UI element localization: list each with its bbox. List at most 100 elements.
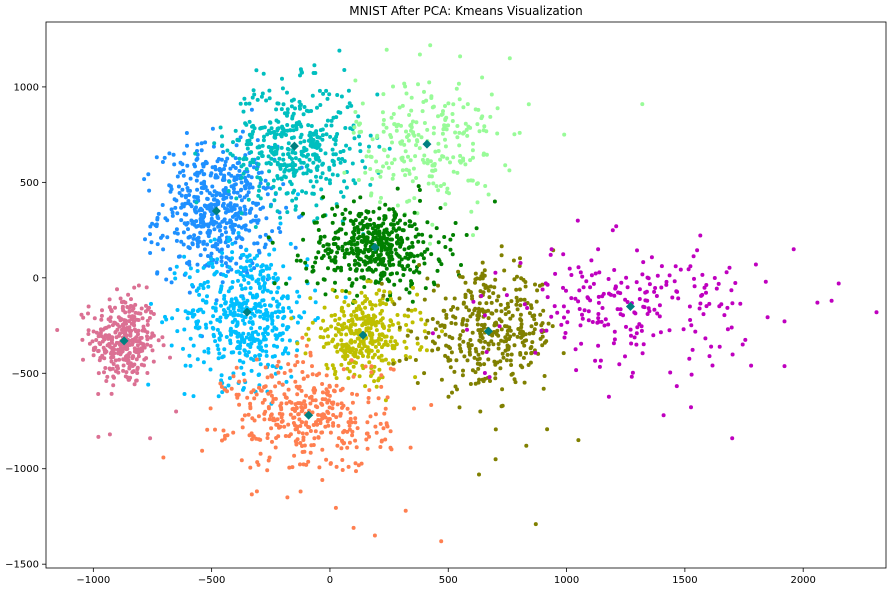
data-point — [495, 106, 500, 111]
data-point — [331, 115, 336, 120]
data-point — [624, 324, 628, 329]
data-point — [546, 321, 551, 326]
data-point — [618, 307, 623, 312]
data-point — [258, 269, 263, 274]
data-point — [255, 97, 260, 102]
data-point — [276, 359, 281, 364]
data-point — [200, 298, 205, 303]
data-point — [640, 102, 645, 107]
data-point — [144, 303, 148, 308]
data-point — [391, 207, 395, 212]
data-point — [505, 337, 510, 342]
data-point — [689, 405, 693, 410]
data-point — [378, 174, 383, 179]
data-point — [231, 374, 236, 379]
data-point — [175, 174, 180, 179]
data-point — [345, 366, 350, 371]
data-point — [446, 394, 451, 399]
data-point — [262, 384, 267, 389]
data-point — [270, 439, 274, 444]
data-point — [367, 434, 372, 439]
data-point — [274, 107, 279, 112]
data-point — [340, 405, 344, 410]
data-point — [182, 327, 187, 332]
data-point — [369, 364, 374, 369]
data-point — [529, 303, 533, 308]
data-point — [258, 451, 263, 456]
data-point — [256, 171, 261, 175]
data-point — [504, 293, 509, 298]
data-point — [377, 332, 382, 337]
data-point — [214, 202, 219, 207]
data-point — [690, 347, 695, 352]
data-point — [99, 334, 104, 339]
data-point — [464, 233, 469, 237]
data-point — [106, 317, 111, 322]
data-point — [205, 206, 210, 211]
data-point — [431, 168, 436, 173]
data-point — [338, 347, 343, 352]
data-point — [443, 296, 448, 301]
data-point — [310, 364, 314, 369]
data-point — [262, 281, 267, 286]
data-point — [258, 314, 263, 319]
data-point — [409, 308, 414, 313]
data-point — [508, 358, 513, 363]
data-point — [596, 316, 601, 321]
data-point — [135, 367, 140, 372]
data-point — [303, 260, 308, 265]
data-point — [314, 203, 319, 208]
data-point — [266, 182, 271, 187]
data-point — [291, 111, 296, 116]
data-point — [168, 267, 173, 272]
data-point — [518, 329, 523, 334]
data-point — [155, 242, 160, 247]
data-point — [340, 244, 345, 249]
data-point — [485, 285, 490, 290]
data-point — [190, 283, 195, 287]
data-point — [255, 263, 260, 268]
data-point — [448, 365, 453, 370]
data-point — [402, 247, 407, 252]
data-point — [409, 128, 413, 133]
data-point — [407, 171, 412, 176]
data-point — [509, 352, 514, 357]
data-point — [478, 331, 483, 336]
data-point — [182, 254, 187, 259]
data-point — [201, 265, 206, 270]
data-point — [219, 303, 223, 308]
data-point — [361, 315, 366, 320]
data-point — [598, 358, 603, 363]
data-point — [293, 204, 298, 209]
data-point — [422, 153, 427, 158]
data-point — [515, 334, 520, 339]
data-point — [534, 321, 539, 326]
data-point — [512, 132, 517, 137]
data-point — [420, 252, 424, 257]
data-point — [218, 228, 222, 233]
data-point — [263, 409, 268, 414]
data-point — [147, 316, 152, 320]
data-point — [203, 322, 208, 327]
data-point — [362, 285, 367, 289]
data-point — [336, 157, 341, 161]
data-point — [383, 398, 388, 403]
data-point — [464, 323, 469, 328]
data-point — [266, 235, 271, 240]
data-point — [228, 166, 233, 171]
data-point — [397, 105, 402, 110]
x-tick-label: −1000 — [76, 575, 110, 586]
data-point — [499, 327, 504, 332]
data-point — [174, 264, 179, 269]
data-point — [436, 257, 441, 262]
data-point — [395, 186, 400, 191]
data-point — [430, 348, 435, 353]
data-point — [203, 140, 208, 145]
data-point — [405, 236, 410, 241]
data-point — [578, 270, 583, 275]
data-point — [522, 297, 527, 302]
data-point — [285, 210, 290, 215]
data-point — [420, 157, 425, 162]
data-point — [421, 240, 426, 245]
data-point — [425, 276, 430, 281]
